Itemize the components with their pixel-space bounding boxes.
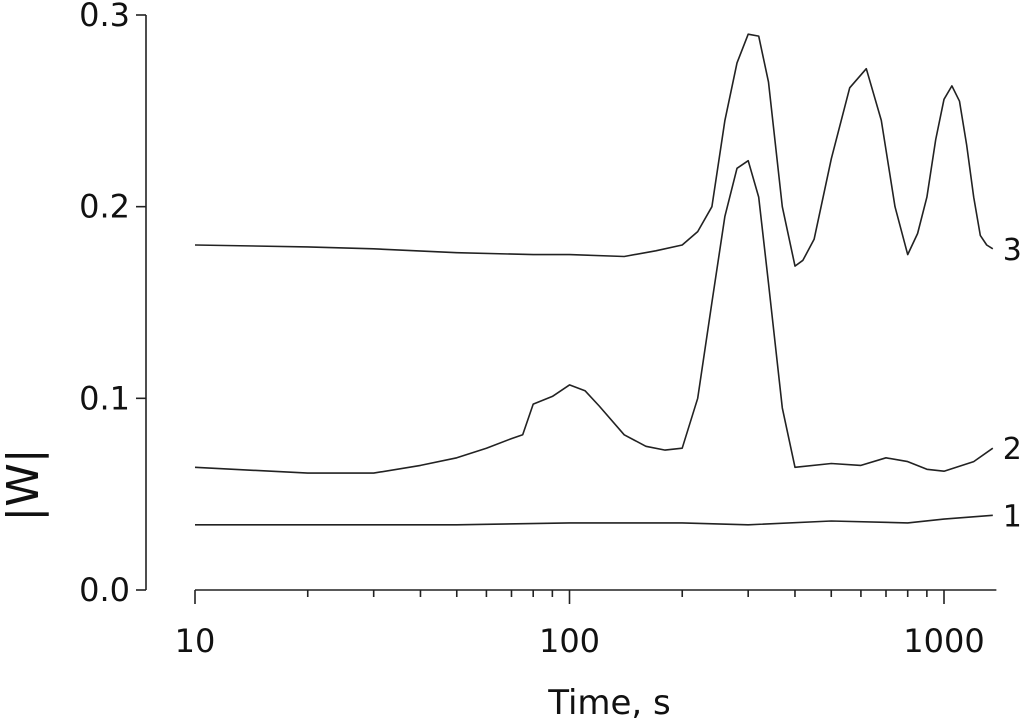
axis-ticks: 0.0 0.1 0.2 0.3 10 100 1000 xyxy=(79,0,985,660)
series-label-3: 3 xyxy=(1003,233,1022,268)
series-line-2 xyxy=(194,159,994,474)
x-tick-label: 10 xyxy=(175,622,216,660)
x-tick-label: 100 xyxy=(539,622,600,660)
series-label-1: 1 xyxy=(1003,499,1022,534)
x-axis-title: Time, s xyxy=(547,683,671,723)
y-tick-label: 0.2 xyxy=(79,188,130,226)
series-labels: 1 2 3 xyxy=(1003,233,1022,534)
y-tick-label: 0.0 xyxy=(79,571,130,609)
axes xyxy=(145,15,997,591)
series-line-3 xyxy=(194,33,994,267)
y-tick-label: 0.1 xyxy=(79,379,130,417)
y-axis-title: |W| xyxy=(0,448,49,521)
y-tick-label: 0.3 xyxy=(79,0,130,34)
x-tick-label: 1000 xyxy=(903,622,984,660)
series-line-1 xyxy=(195,514,993,526)
series-label-2: 2 xyxy=(1003,432,1022,467)
series-group xyxy=(194,33,994,526)
